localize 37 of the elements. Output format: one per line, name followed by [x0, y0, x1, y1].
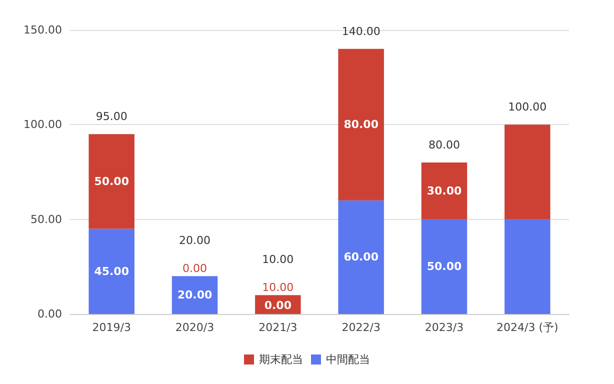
- data-label: 50.00: [426, 260, 462, 274]
- legend-label: 期末配当: [259, 353, 303, 366]
- bar: [504, 219, 550, 314]
- total-label: 20.00: [179, 234, 210, 248]
- y-tick-label: 100.00: [24, 118, 62, 132]
- bar: [421, 219, 468, 314]
- y-tick-label: 0.00: [38, 308, 62, 320]
- bar: [338, 48, 384, 200]
- data-label: 0.00: [182, 262, 207, 276]
- bar: [504, 124, 550, 220]
- x-tick-label: 2023/3: [424, 321, 464, 334]
- bar: [88, 228, 134, 314]
- total-label: 140.00: [342, 24, 380, 38]
- data-label: 45.00: [94, 264, 130, 278]
- data-label: 10.00: [262, 253, 294, 266]
- x-tick-label: 2024/3 (予): [496, 321, 558, 334]
- data-label: 30.00: [426, 184, 462, 198]
- bar: [88, 134, 134, 229]
- bar: [421, 162, 468, 220]
- total-label: 10.00: [262, 281, 294, 294]
- data-label: 80.00: [344, 118, 379, 132]
- y-tick-label: 150.00: [24, 24, 62, 36]
- x-tick-label: 2022/3: [342, 321, 380, 334]
- legend-label: 中間配当: [326, 353, 370, 366]
- data-label: 0.00: [264, 299, 292, 312]
- x-tick-label: 2021/3: [258, 321, 298, 334]
- data-label: 60.00: [344, 250, 379, 264]
- total-label: 100.00: [508, 100, 547, 114]
- y-tick-label: 50.00: [30, 212, 62, 226]
- total-label: 80.00: [428, 138, 460, 152]
- bar: [338, 200, 384, 314]
- x-tick-label: 2019/3: [92, 321, 131, 334]
- x-tick-label: 2020/3: [175, 321, 214, 334]
- bar: [172, 276, 218, 314]
- total-label: 95.00: [96, 110, 128, 124]
- data-label: 20.00: [177, 288, 212, 302]
- data-label: 50.00: [94, 174, 130, 188]
